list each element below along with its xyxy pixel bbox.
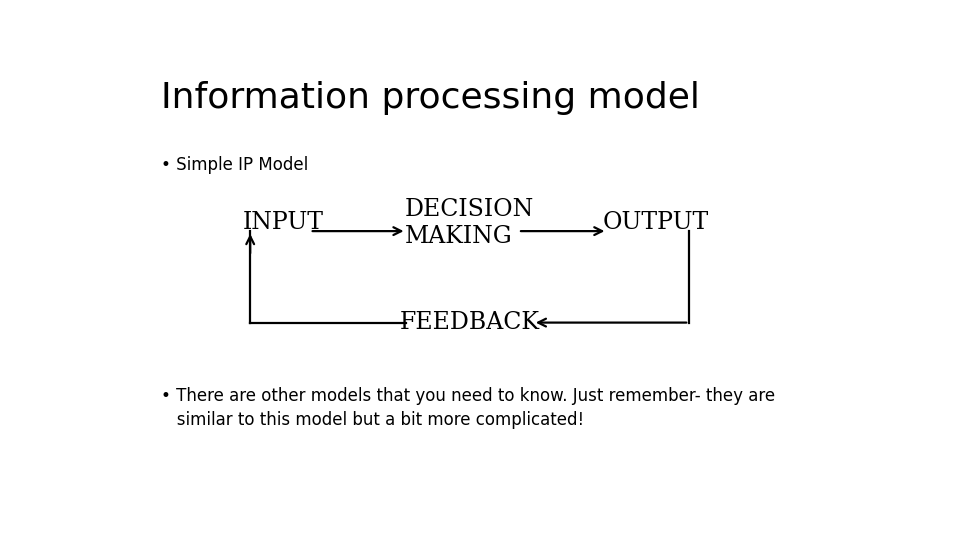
Text: OUTPUT: OUTPUT <box>603 211 708 234</box>
Text: DECISION
MAKING: DECISION MAKING <box>405 198 535 248</box>
Text: • There are other models that you need to know. Just remember- they are
   simil: • There are other models that you need t… <box>161 387 775 429</box>
Text: FEEDBACK: FEEDBACK <box>399 311 540 334</box>
Text: INPUT: INPUT <box>243 211 324 234</box>
Text: Information processing model: Information processing model <box>161 82 700 116</box>
Text: • Simple IP Model: • Simple IP Model <box>161 156 308 174</box>
